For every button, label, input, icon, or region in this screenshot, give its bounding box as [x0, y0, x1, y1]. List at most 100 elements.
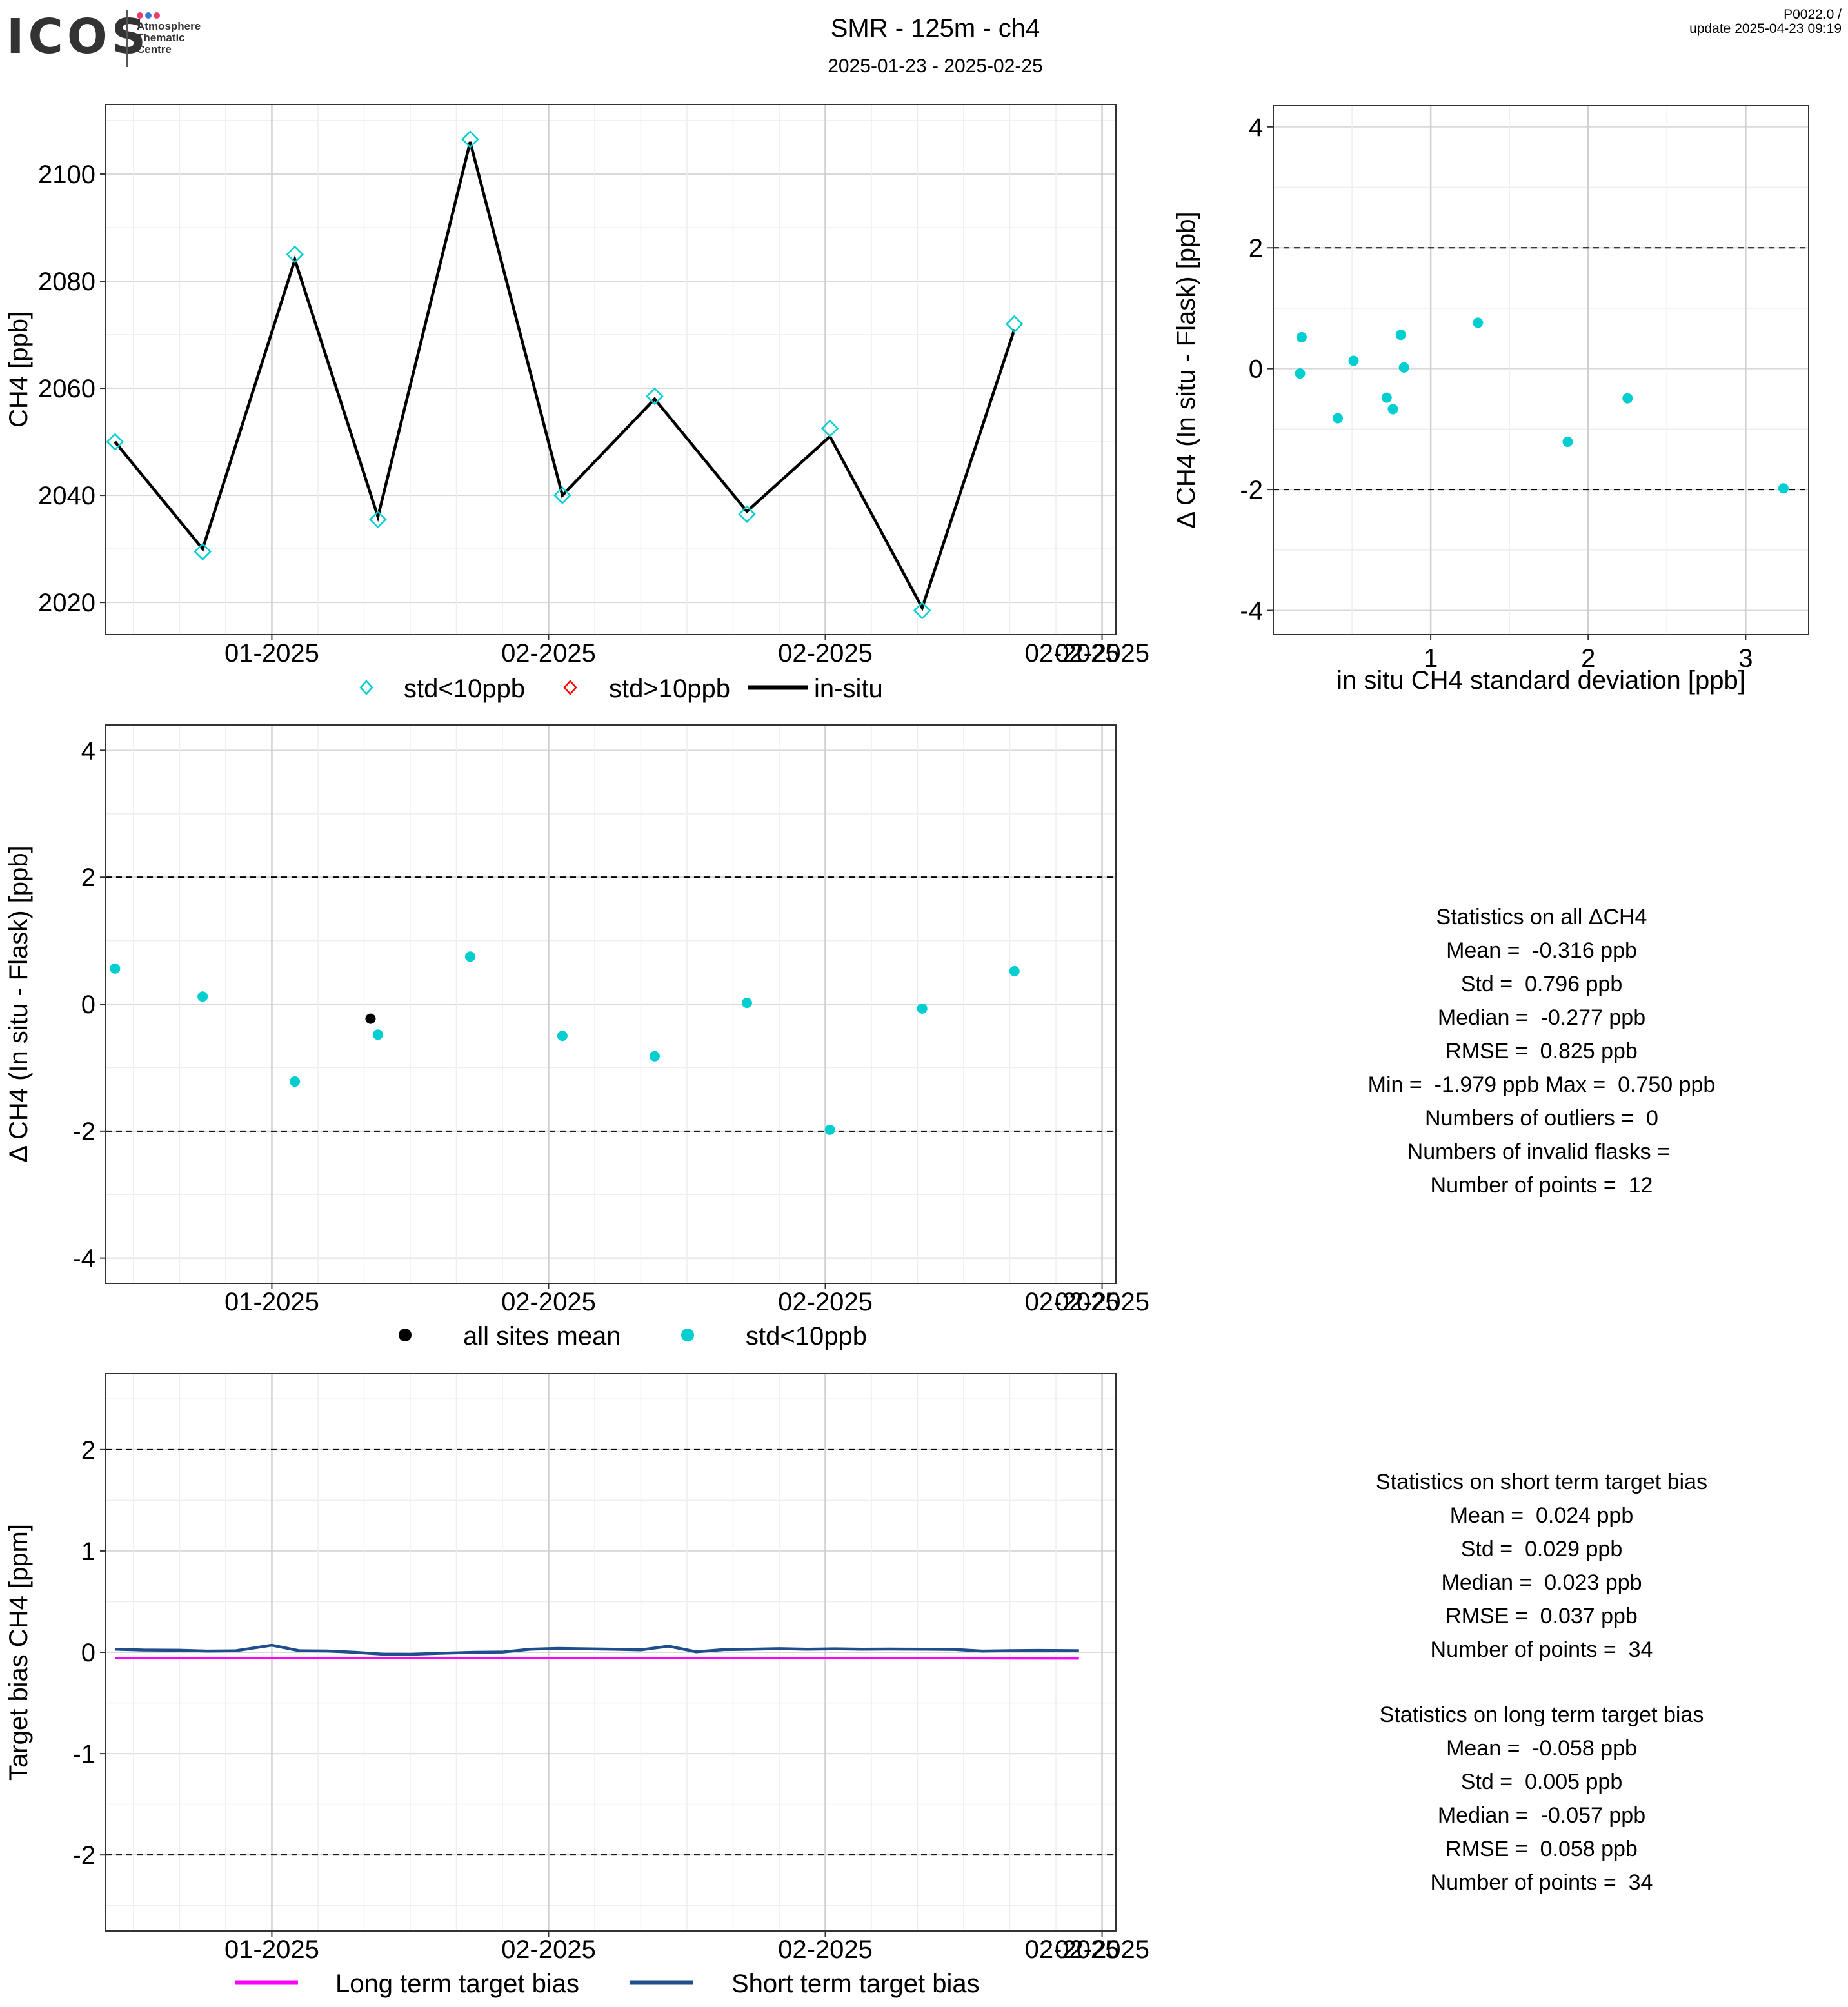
y-tick-label: 0 [1249, 355, 1263, 384]
data-point [649, 1051, 660, 1062]
stats-minmax: Min = -1.979 ppb Max = 0.750 ppb [1367, 1073, 1716, 1097]
data-point [741, 998, 752, 1009]
legend-label: Long term target bias [335, 1970, 579, 1998]
y-tick-label: 2020 [38, 589, 95, 617]
data-point [1473, 317, 1484, 328]
stats-mean: Mean = -0.316 ppb [1446, 938, 1637, 963]
x-tick-label: 02-2025 [1025, 1935, 1120, 1964]
stats-median: Median = 0.023 ppb [1441, 1570, 1642, 1595]
y-tick-label: -4 [72, 1245, 95, 1273]
legend-label: all sites mean [463, 1322, 621, 1350]
data-point [1381, 392, 1392, 403]
legend-marker-std-lt-10 [359, 680, 373, 695]
x-tick-label: 02-2025 [778, 1935, 873, 1964]
update-timestamp: update 2025-04-23 09:19 [1689, 21, 1842, 36]
data-point [1622, 393, 1633, 404]
flask-marker [106, 433, 124, 451]
date-range: 2025-01-23 - 2025-02-25 [828, 55, 1043, 77]
flask-marker [820, 419, 839, 438]
data-point [290, 1076, 301, 1087]
y-tick-label: 0 [81, 991, 95, 1019]
y-axis-label: Δ CH4 (In situ - Flask) [ppb] [5, 845, 33, 1162]
logo-subtitle-line: Thematic [137, 32, 185, 44]
stats-title: Statistics on short term target bias [1376, 1470, 1707, 1494]
stats-std: Std = 0.005 ppb [1460, 1770, 1623, 1794]
plot-border [1273, 105, 1809, 635]
y-tick-label: 4 [81, 737, 95, 765]
flask-marker [913, 601, 931, 620]
y-tick-label: -2 [1240, 476, 1263, 504]
chart-panel-2: -4 -2 0 2 4 1 2 3 Δ CH4 (In situ - Flask) [ppb] i… [1172, 105, 1809, 695]
data-point [1387, 404, 1398, 415]
y-tick-label: 2040 [38, 482, 95, 510]
stats-mean: Mean = 0.024 ppb [1449, 1503, 1634, 1528]
stats-delta-panel: Statistics on all ΔCH4 Mean = -0.316 ppb… [1316, 900, 1767, 1202]
y-axis-label: CH4 [ppb] [5, 311, 33, 428]
flask-marker [1005, 315, 1024, 333]
data-point [1562, 437, 1573, 448]
x-tick-label: 02-2025 [1025, 639, 1120, 667]
flask-marker [286, 245, 304, 264]
legend-marker-std-gt-10 [563, 680, 577, 695]
stats-points: Number of points = 12 [1430, 1173, 1653, 1198]
y-tick-label: 0 [81, 1639, 95, 1667]
stats-std: Std = 0.796 ppb [1460, 972, 1623, 996]
legend-marker-std-lt-10 [681, 1329, 694, 1341]
legend-marker-all-sites-mean [399, 1329, 412, 1341]
page-title: SMR - 125m - ch4 [830, 14, 1040, 43]
plot-border [105, 104, 1117, 635]
x-tick-label: 02-2025 [501, 639, 596, 667]
data-point [1395, 330, 1406, 341]
y-tick-label: 2 [1249, 234, 1263, 262]
legend-label: in-situ [814, 675, 883, 703]
data-point [1333, 413, 1344, 424]
legend-label: std>10ppb [609, 675, 730, 703]
x-tick-label: 02-2025 [1025, 1288, 1120, 1316]
data-point [110, 963, 121, 974]
x-tick-label: 01-2025 [224, 1935, 319, 1964]
data-point [464, 951, 475, 962]
data-point [197, 991, 208, 1002]
logo-dots-icon [137, 10, 162, 22]
y-tick-label: -4 [1240, 597, 1263, 626]
flask-marker [738, 505, 756, 523]
data-point [372, 1029, 383, 1040]
flask-marker [194, 542, 212, 561]
x-tick-label: 02-2025 [778, 1288, 873, 1316]
data-point [1296, 331, 1307, 342]
stats-short-panel: Statistics on short term target bias Mea… [1316, 1465, 1767, 1666]
flask-marker [369, 510, 387, 529]
logo-subtitle-line: Atmosphere [137, 20, 201, 32]
series-line-in-situ [114, 141, 1016, 612]
series-line-short-term [115, 1643, 1079, 1656]
x-tick-label: 02-2025 [501, 1935, 596, 1964]
y-tick-label: -2 [72, 1841, 95, 1870]
logo-text: ICOS [6, 9, 150, 64]
data-point [824, 1124, 835, 1135]
legend-label: std<10ppb [746, 1322, 867, 1350]
all-sites-mean-point [365, 1013, 376, 1024]
data-point [1009, 965, 1020, 976]
logo-subtitle-line: Centre [137, 43, 172, 55]
x-tick-label: 02-2025 [1055, 639, 1149, 667]
stats-outliers: Numbers of outliers = 0 [1425, 1106, 1658, 1131]
x-tick-label: 01-2025 [224, 1288, 319, 1316]
data-point [1778, 483, 1789, 494]
x-tick-label: 01-2025 [224, 639, 319, 667]
y-tick-label: 2060 [38, 375, 95, 403]
version-info: P0022.0 / update 2025-04-23 09:19 [1689, 8, 1842, 36]
y-axis-label: Target bias CH4 [ppm] [5, 1524, 33, 1781]
stats-points: Number of points = 34 [1430, 1870, 1653, 1895]
version-label: P0022.0 / [1783, 7, 1842, 22]
stats-std: Std = 0.029 ppb [1460, 1537, 1623, 1561]
y-tick-label: 2100 [38, 161, 95, 189]
stats-rmse: RMSE = 0.825 ppb [1446, 1039, 1638, 1063]
stats-long-panel: Statistics on long term target bias Mean… [1316, 1698, 1767, 1899]
y-tick-label: 2 [81, 864, 95, 892]
data-point [1295, 368, 1306, 379]
flask-marker [646, 387, 664, 406]
